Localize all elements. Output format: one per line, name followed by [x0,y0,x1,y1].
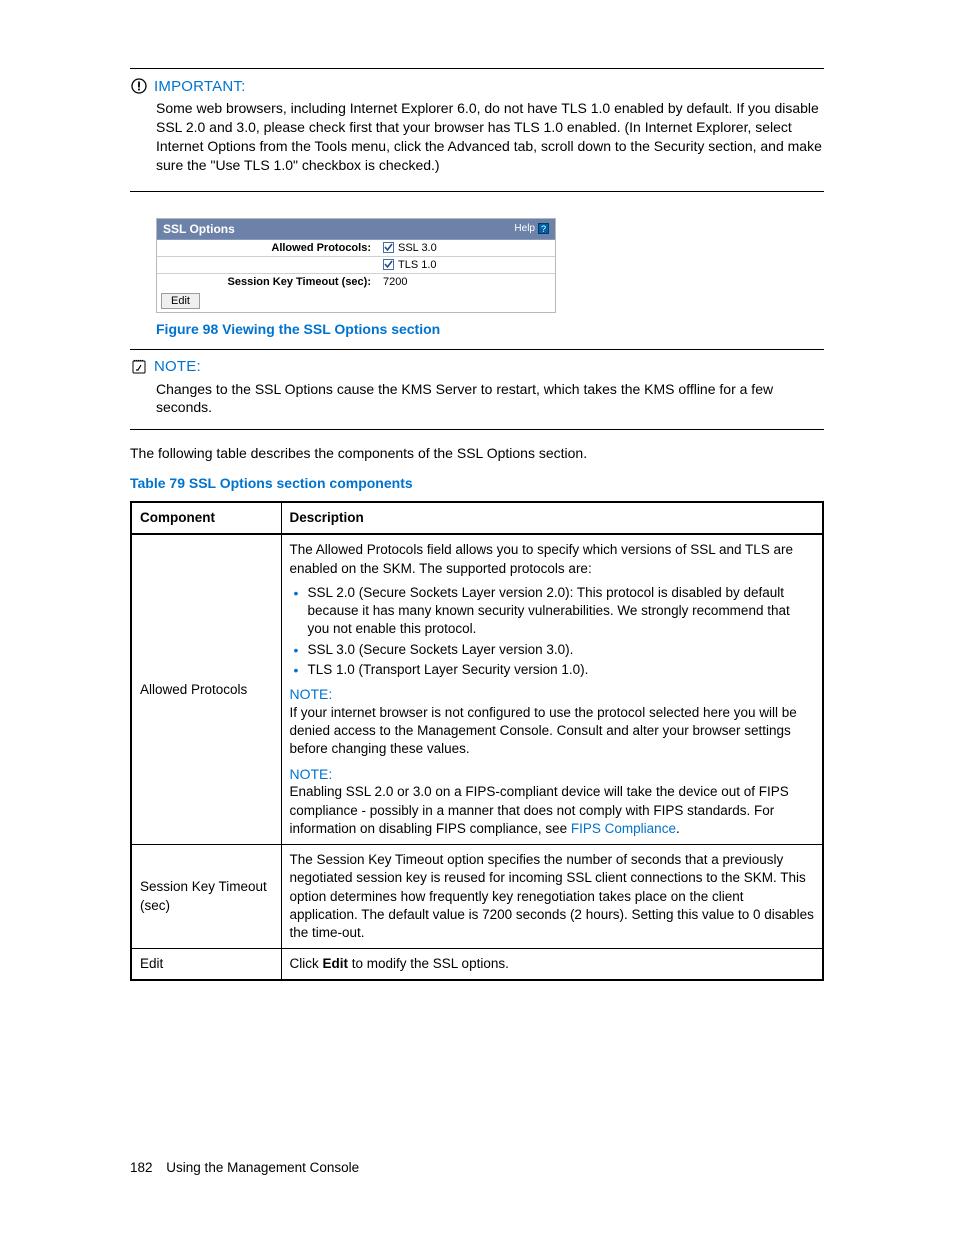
cell-component: Allowed Protocols [131,534,281,844]
lead-paragraph: The following table describes the compon… [130,444,824,463]
note-label: NOTE: [154,358,201,375]
timeout-label: Session Key Timeout (sec): [163,276,383,288]
footer-title: Using the Management Console [166,1160,359,1175]
important-icon [130,77,148,95]
help-label: Help [514,223,535,234]
important-admonition: IMPORTANT: Some web browsers, including … [130,77,824,175]
ssl-options-panel: SSL Options Help ? Allowed Protocols: SS… [156,218,556,313]
checkbox-ssl30[interactable] [383,242,394,253]
checkbox-tls10[interactable] [383,259,394,270]
table-row: Session Key Timeout (sec) The Session Ke… [131,845,823,949]
cell-description: Click Edit to modify the SSL options. [281,949,823,981]
cell-component: Session Key Timeout (sec) [131,845,281,949]
inline-note-body: Enabling SSL 2.0 or 3.0 on a FIPS-compli… [290,783,815,838]
ssl-options-title: SSL Options [163,222,235,236]
important-body: Some web browsers, including Internet Ex… [156,99,824,175]
help-icon: ? [538,223,549,234]
page-footer: 182 Using the Management Console [130,1160,359,1175]
bullet-item: SSL 3.0 (Secure Sockets Layer version 3.… [290,641,815,659]
cell-component: Edit [131,949,281,981]
th-component: Component [131,502,281,534]
help-link[interactable]: Help ? [514,223,549,234]
inline-note-body: If your internet browser is not configur… [290,704,815,759]
row1-intro: The Allowed Protocols field allows you t… [290,541,815,577]
important-label: IMPORTANT: [154,78,245,95]
table-row: Edit Click Edit to modify the SSL option… [131,949,823,981]
inline-note-label: NOTE: [290,685,815,704]
bullet-item: TLS 1.0 (Transport Layer Security versio… [290,661,815,679]
bullet-item: SSL 2.0 (Secure Sockets Layer version 2.… [290,584,815,639]
proto-ssl30: SSL 3.0 [398,242,437,254]
edit-button[interactable]: Edit [161,293,200,309]
figure-caption: Figure 98 Viewing the SSL Options sectio… [156,321,824,337]
timeout-value: 7200 [383,276,549,288]
allowed-protocols-label: Allowed Protocols: [163,242,383,254]
note-icon [130,358,148,376]
fips-compliance-link[interactable]: FIPS Compliance [571,821,676,836]
note-body: Changes to the SSL Options cause the KMS… [156,380,824,418]
note-admonition: NOTE: Changes to the SSL Options cause t… [130,358,824,418]
proto-tls10: TLS 1.0 [398,259,437,271]
ssl-options-components-table: Component Description Allowed Protocols … [130,501,824,981]
inline-note-label: NOTE: [290,765,815,784]
th-description: Description [281,502,823,534]
cell-description: The Allowed Protocols field allows you t… [281,534,823,844]
cell-description: The Session Key Timeout option specifies… [281,845,823,949]
table-caption: Table 79 SSL Options section components [130,475,824,491]
page-number: 182 [130,1160,153,1175]
table-row: Allowed Protocols The Allowed Protocols … [131,534,823,844]
